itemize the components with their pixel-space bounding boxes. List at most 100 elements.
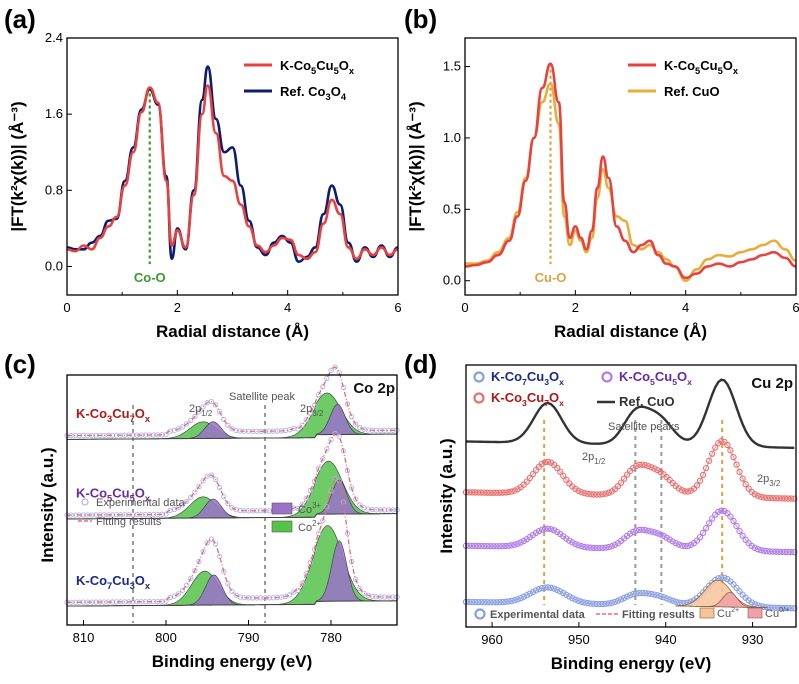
experimental-point: [733, 584, 740, 591]
legend-exp-marker: [81, 498, 89, 506]
experimental-point: [208, 472, 215, 478]
y-tick-label: 2.4: [45, 30, 63, 45]
experimental-point: [550, 527, 558, 534]
background-line: [66, 513, 398, 520]
x-axis-label: Binding energy (eV): [551, 654, 712, 673]
background-line: [66, 433, 398, 440]
experimental-point: [557, 468, 564, 475]
panel-label-b: (b): [404, 4, 437, 34]
experimental-point: [328, 367, 334, 374]
label-satellite: Satellite peak: [229, 391, 296, 403]
fitting-line: [66, 476, 398, 603]
legend-exp-label: Experimental data: [490, 609, 586, 621]
experimental-point: [179, 502, 186, 508]
experimental-point: [742, 481, 749, 488]
x-tick-label: 780: [320, 630, 342, 645]
x-tick-label: 6: [394, 300, 401, 315]
legend-cu0-swatch: [747, 607, 763, 619]
y-tick-label: 1.0: [443, 130, 461, 145]
experimental-point: [221, 493, 227, 500]
experimental-point: [645, 462, 652, 470]
experimental-point: [654, 592, 661, 599]
experimental-point: [608, 543, 616, 550]
experimental-point: [523, 478, 530, 485]
experimental-point: [648, 464, 655, 471]
experimental-point: [196, 409, 202, 415]
experimental-point: [620, 475, 628, 482]
experimental-point: [611, 598, 619, 606]
legend-marker: [473, 392, 485, 404]
experimental-point: [669, 538, 676, 545]
experimental-point: [225, 580, 231, 587]
experimental-point: [324, 375, 330, 382]
legend-co3-swatch: [271, 502, 293, 515]
experimental-point: [299, 501, 305, 508]
panel-c: (c) 810 800 790 780 Binding energy (eV) Intens…: [4, 349, 400, 671]
label-2p32: 2p3/2: [757, 473, 780, 488]
experimental-point: [754, 546, 761, 553]
fitting-line: [465, 576, 795, 609]
experimental-point: [578, 598, 585, 605]
label-satellite: Satellite peaks: [608, 421, 680, 433]
experimental-point: [623, 471, 631, 478]
experimental-point: [617, 479, 625, 486]
experimental-point: [709, 515, 716, 522]
experimental-point: [179, 424, 186, 430]
experimental-point: [163, 431, 169, 438]
experimental-point: [569, 539, 576, 546]
experimental-point: [192, 489, 198, 495]
experimental-point: [672, 598, 679, 605]
experimental-point: [517, 539, 524, 546]
experimental-point: [566, 593, 573, 600]
experimental-point: [614, 483, 622, 490]
y-tick-label: 0.8: [45, 182, 63, 197]
experimental-point: [560, 472, 567, 479]
legend-fit-label: Fitting results: [96, 516, 162, 528]
background-line: [66, 600, 398, 607]
x-tick-label: 2: [174, 300, 181, 315]
x-tick-label: 790: [238, 630, 260, 645]
experimental-point: [299, 422, 305, 428]
peak-annotation: Co-O: [134, 270, 166, 285]
label-2p12: 2p1/2: [582, 451, 605, 466]
experimental-point: [675, 541, 682, 548]
experimental-point: [307, 559, 314, 565]
experimental-point: [706, 457, 713, 464]
experimental-point: [517, 594, 524, 602]
legend-cu0-label: Cu0/+: [765, 605, 789, 620]
experimental-point: [183, 582, 190, 588]
experimental-point: [208, 398, 215, 405]
panel-c-frame: [66, 374, 398, 626]
experimental-point: [526, 474, 533, 482]
legend-cu2-label: Cu2+: [717, 605, 739, 620]
fitting-line: [465, 510, 795, 553]
x-axis-label: Binding energy (eV): [152, 652, 313, 671]
experimental-point: [303, 417, 309, 423]
y-axis-label: Intensity (a.u.): [38, 447, 57, 562]
experimental-point: [514, 596, 521, 603]
panel-label-a: (a): [4, 4, 36, 34]
y-axis-label: |FT(k²χ(k))| (Å⁻³): [406, 101, 425, 231]
experimental-point: [295, 426, 301, 432]
peak-annotation: Cu-O: [535, 270, 567, 285]
label-2p32: 2p3/2: [300, 403, 323, 418]
legend-label: K-Co7Cu3Ox: [491, 369, 564, 387]
legend-label: K-Co5Cu5Ox: [664, 58, 739, 76]
experimental-point: [724, 509, 731, 517]
experimental-point: [303, 495, 309, 502]
fitting-line: [465, 440, 795, 500]
y-axis-label: Intensity (a.u.): [437, 438, 456, 553]
experimental-point: [751, 491, 758, 498]
experimental-point: [196, 483, 202, 490]
experimental-point: [563, 476, 570, 483]
y-tick-label: 1.5: [443, 59, 461, 74]
experimental-point: [672, 539, 679, 547]
experimental-point: [353, 421, 359, 427]
experimental-point: [315, 530, 322, 537]
experimental-point: [535, 527, 543, 535]
x-tick-label: 0: [461, 300, 468, 315]
x-tick-label: 800: [155, 630, 177, 645]
legend-label: K-Co5Cu5Ox: [280, 58, 355, 76]
y-axis-label: |FT(k²χ(k))| (Å⁻³): [8, 101, 27, 231]
experimental-point: [693, 537, 701, 544]
